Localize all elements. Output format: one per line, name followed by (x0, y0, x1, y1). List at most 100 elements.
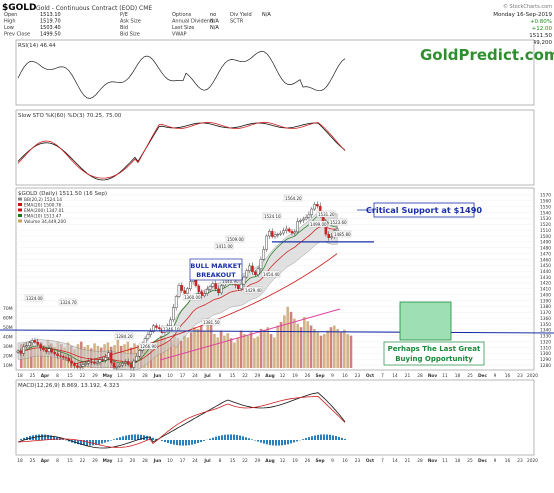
y-tick-label: 1560 (540, 199, 551, 205)
y-tick-label: 1360 (540, 316, 551, 322)
price-label-box (201, 318, 221, 326)
quote-key: Last Size (172, 25, 194, 31)
candle-body (92, 361, 96, 364)
candle-body (220, 285, 223, 294)
macd-hist-bar (230, 434, 232, 440)
bull-label-box (189, 258, 243, 281)
candle-body (183, 290, 186, 294)
volume-bar (249, 332, 253, 368)
y-tick-label: 1510 (540, 228, 551, 234)
volume-tick-label: 50M (3, 325, 13, 331)
candle-body (273, 234, 277, 237)
volume-tick-label: 30M (3, 344, 13, 350)
candle-body (285, 228, 288, 231)
candle-body (214, 283, 218, 289)
volume-trend-line (159, 308, 341, 361)
x-tick-label: 15 (67, 458, 73, 464)
volume-bar (236, 337, 240, 368)
y-tick-label: 1430 (540, 275, 551, 281)
buy-label-box (383, 341, 485, 366)
macd-hist-bar (149, 436, 151, 440)
macd-hist-bar (80, 440, 82, 445)
symbol: $GOLD (2, 3, 37, 13)
volume-bar (189, 332, 193, 368)
macd-panel: MACD(12,26,9) 8.869, 13.192, 4.323 (15, 379, 535, 456)
y-tick-label: 1310 (540, 345, 551, 351)
y-tick-label: 1400 (540, 292, 551, 298)
quote-change: +12.00 (532, 26, 553, 32)
volume-bar (256, 336, 260, 368)
volume-tick-label: 70M (3, 306, 13, 312)
legend-swatch (18, 214, 22, 217)
macd-hist-bar (209, 438, 211, 440)
price-label-box (316, 210, 336, 218)
x-tick-label: Jun (153, 373, 162, 379)
candle-body (245, 270, 249, 278)
price-label-box (161, 325, 181, 333)
candle-body (33, 340, 37, 343)
x-tick-label: 18 (455, 373, 461, 379)
candle-body (205, 289, 209, 294)
candle-body (109, 352, 113, 363)
quote-key: Bid Size (120, 32, 140, 38)
macd-hist-bar (332, 435, 334, 440)
legend-swatch (18, 203, 22, 206)
macd-hist-bar (251, 439, 253, 440)
macd-hist-bar (293, 440, 295, 443)
candle-body (56, 353, 59, 356)
macd-hist-bar (125, 435, 127, 440)
macd-hist-bar (254, 440, 256, 441)
volume-bar (33, 345, 36, 368)
x-tick-label: 25 (467, 458, 473, 464)
volume-bar (206, 318, 210, 368)
candle-body (44, 349, 48, 352)
quote-volume: 34,449,200 (521, 40, 553, 46)
candle-body (177, 285, 181, 297)
candle-body (101, 359, 105, 361)
macd-hist-bar (131, 434, 133, 440)
candle-body (237, 285, 240, 289)
price-label: $GOLD (Daily) 1511.50 (16 Sep) (18, 191, 107, 197)
macd-hist-bar (275, 440, 277, 446)
macd-hist-bar (86, 440, 88, 446)
macd-label: MACD(12,26,9) 8.869, 13.192, 4.323 (18, 383, 120, 389)
macd-hist-bar (287, 440, 289, 445)
price-label: 1381.50 (203, 320, 220, 325)
candle-body (270, 231, 274, 237)
x-tick-label: 26 (305, 373, 311, 379)
macd-line (17, 392, 346, 449)
x-tick-label: 26 (305, 458, 311, 464)
candle-body (53, 351, 57, 355)
volume-bar (333, 325, 336, 368)
volume-bar (183, 335, 186, 368)
quote-value: no (210, 12, 216, 18)
candle-body (251, 265, 254, 272)
y-tick-label: 1300 (540, 351, 551, 357)
volume-bar (36, 347, 40, 368)
volume-bar (216, 337, 220, 368)
macd-signal-line (17, 395, 346, 448)
y-tick-label: 1440 (540, 269, 551, 275)
volume-bar (309, 325, 313, 368)
macd-hist-bar (113, 439, 115, 440)
macd-hist-bar (224, 434, 226, 440)
candle-body (253, 271, 257, 275)
y-tick-label: 1460 (540, 257, 551, 263)
y-tick-label: 1530 (540, 216, 551, 222)
quote-key: Low (4, 25, 14, 31)
x-tick-label: 18 (455, 458, 461, 464)
y-tick-label: 1520 (540, 222, 551, 228)
volume-bar (176, 338, 180, 368)
candle-body (293, 231, 297, 234)
quote-key: SCTR (230, 19, 244, 25)
volume-bar (266, 327, 270, 368)
x-tick-label: 29 (255, 458, 261, 464)
volume-bar (269, 334, 273, 368)
x-tick-label: 22 (80, 458, 86, 464)
x-tick-label: Apr (41, 458, 50, 464)
price-label-box (308, 220, 328, 228)
candle-body (301, 218, 305, 221)
macd-hist-bar (311, 436, 313, 440)
candle-body (200, 291, 203, 297)
quote-block: Open 1513.10 High 1519.70 Low 1503.40 Prev Clo… (4, 12, 271, 38)
